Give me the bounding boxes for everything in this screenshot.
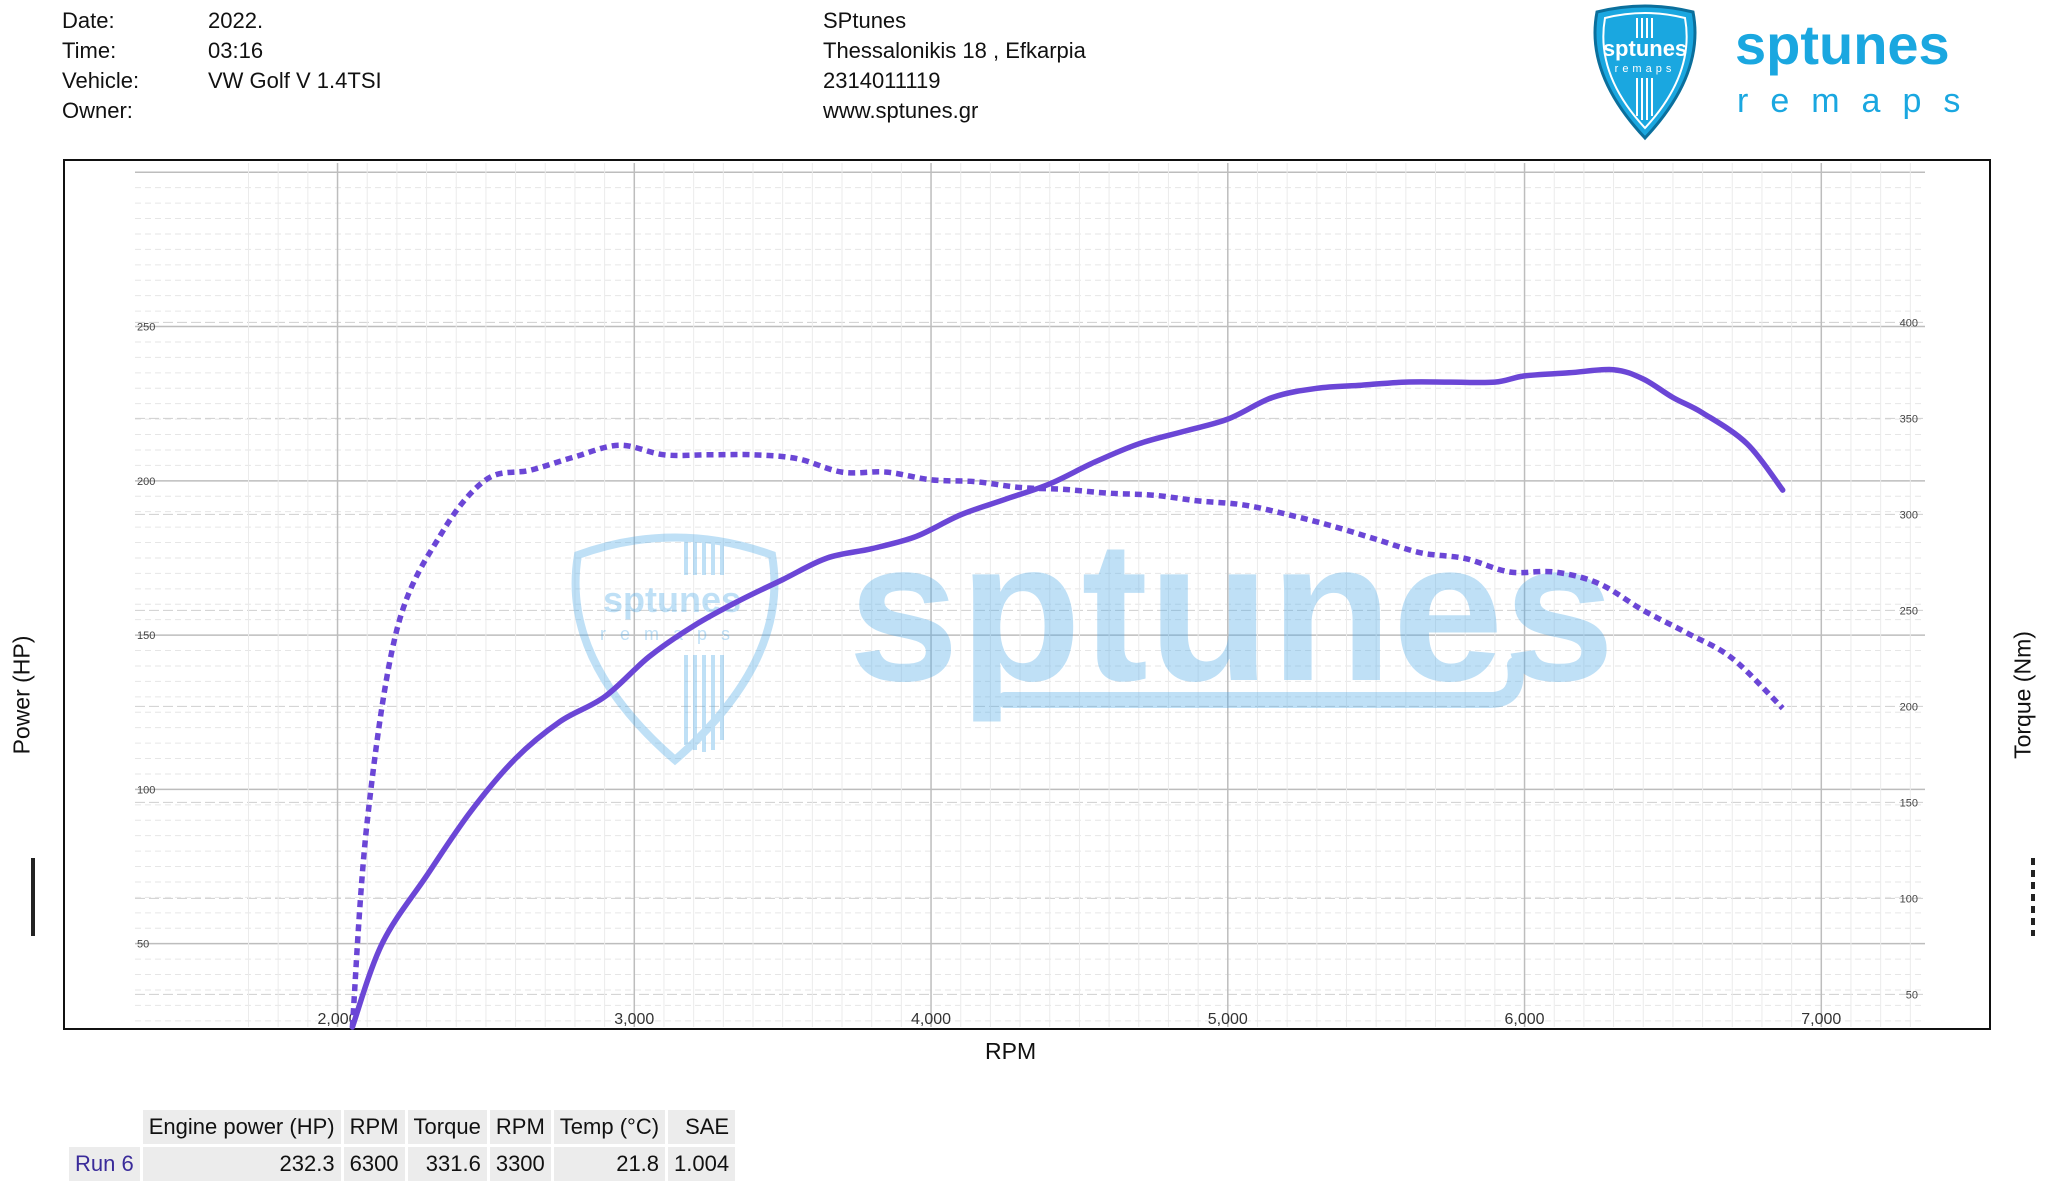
- right-tick-label: 300: [1900, 509, 1918, 521]
- torque-series-line: [349, 442, 1785, 1028]
- power-series-line: [349, 366, 1786, 1030]
- sptunes-logo: sptunes remaps sptunes remaps: [1593, 4, 1982, 141]
- cell-temp: 21.8: [553, 1147, 666, 1181]
- right-tick-label: 250: [1900, 605, 1918, 617]
- cell-torque-rpm: 3300: [489, 1147, 551, 1181]
- watermark: sptunes remaps sptunes: [571, 500, 1615, 766]
- table-row: Run 6 232.3 6300 331.6 3300 21.8 1.004: [69, 1147, 736, 1181]
- company-address: Thessalonikis 18 , Efkarpia: [823, 38, 1086, 63]
- left-tick-label: 250: [137, 322, 155, 334]
- logo-wordmark: sptunes: [1735, 13, 1950, 76]
- right-tick-label: 50: [1906, 989, 1918, 1001]
- torque-legend-line: [2031, 858, 2035, 936]
- grid: [135, 163, 1925, 1027]
- watermark-badge-sub: remaps: [600, 624, 744, 644]
- header-power-rpm: RPM: [343, 1110, 405, 1144]
- company-info: SPtunes Thessalonikis 18 , Efkarpia 2314…: [823, 6, 1086, 126]
- right-axis-title: Torque (Nm): [2009, 631, 2036, 759]
- left-tick-label: 100: [137, 784, 155, 796]
- right-tick-label: 350: [1900, 413, 1918, 425]
- company-phone: 2314011119: [823, 68, 941, 93]
- header-temp: Temp (°C): [553, 1110, 666, 1144]
- plot-frame: [63, 159, 1991, 1030]
- left-tick-label: 150: [137, 630, 155, 642]
- left-axis-ticks: 50 100 150 200 250: [137, 322, 155, 951]
- logo-badge-text: sptunes: [1603, 36, 1687, 61]
- date-label: Date:: [62, 8, 115, 33]
- x-tick-label: 6,000: [1505, 1011, 1545, 1028]
- company-website: www.sptunes.gr: [823, 98, 979, 123]
- logo-badge-sub: remaps: [1615, 63, 1676, 75]
- time-value: 03:16: [208, 38, 264, 63]
- vehicle-value: VW Golf V 1.4TSI: [208, 68, 382, 93]
- date-value: 2022.: [208, 8, 264, 33]
- x-tick-label: 2,000: [318, 1011, 358, 1028]
- left-axis-title: Power (HP): [8, 635, 35, 755]
- summary-corner: [69, 1110, 140, 1144]
- header-torque: Torque: [407, 1110, 487, 1144]
- watermark-badge-icon: [571, 533, 779, 766]
- company-name: SPtunes: [823, 8, 907, 33]
- logo-sub: remaps: [1737, 82, 1982, 120]
- series-group: [349, 366, 1786, 1030]
- info-values: 2022. 03:16 VW Golf V 1.4TSI: [208, 6, 382, 126]
- watermark-word: sptunes: [848, 500, 1615, 723]
- info-labels: Date: Time: Vehicle: Owner:: [62, 6, 139, 126]
- power-legend-line: [31, 858, 35, 936]
- run-label: Run 6: [69, 1147, 140, 1181]
- header-engine-power: Engine power (HP): [142, 1110, 341, 1144]
- time-label: Time:: [62, 38, 117, 63]
- cell-engine-power: 232.3: [142, 1147, 341, 1181]
- cell-torque: 331.6: [407, 1147, 487, 1181]
- header-torque-rpm: RPM: [489, 1110, 551, 1144]
- left-tick-label: 200: [137, 476, 155, 488]
- left-tick-label: 50: [137, 939, 149, 951]
- vehicle-label: Vehicle:: [62, 68, 140, 93]
- right-tick-label: 200: [1900, 701, 1918, 713]
- right-tick-label: 150: [1900, 797, 1918, 809]
- logo-badge-icon: [1593, 4, 1697, 141]
- right-tick-label: 400: [1900, 317, 1918, 329]
- right-tick-label: 100: [1900, 893, 1918, 905]
- right-axis-ticks: 50 100 150 200 250 300 350 400: [1900, 317, 1918, 1001]
- x-tick-label: 3,000: [614, 1011, 654, 1028]
- header-sae: SAE: [668, 1110, 736, 1144]
- x-tick-label: 5,000: [1208, 1011, 1248, 1028]
- x-axis-title: RPM: [985, 1038, 1037, 1064]
- watermark-badge-text: sptunes: [603, 579, 741, 620]
- cell-power-rpm: 6300: [343, 1147, 405, 1181]
- summary-header-row: Engine power (HP) RPM Torque RPM Temp (°…: [69, 1110, 736, 1144]
- summary-table: Engine power (HP) RPM Torque RPM Temp (°…: [66, 1107, 738, 1184]
- owner-label: Owner:: [62, 98, 133, 123]
- cell-sae: 1.004: [668, 1147, 736, 1181]
- x-tick-label: 7,000: [1801, 1011, 1841, 1028]
- x-axis-ticks: 2,000 3,000 4,000 5,000 6,000 7,000: [318, 1011, 1842, 1028]
- x-tick-label: 4,000: [911, 1011, 951, 1028]
